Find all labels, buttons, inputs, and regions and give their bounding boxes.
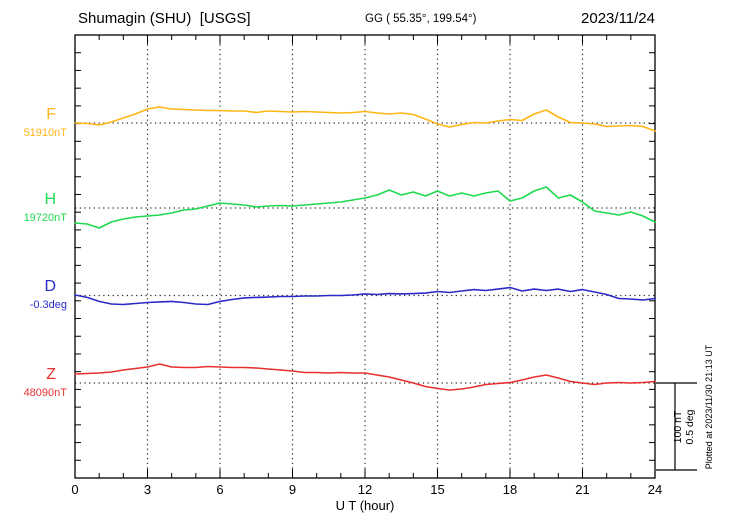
plot-date: 2023/11/24	[581, 10, 655, 27]
channel-z-labels: Z 48090nT	[0, 366, 70, 400]
x-tick-label: 24	[647, 482, 663, 497]
x-axis-title: U T (hour)	[335, 498, 395, 513]
x-tick-label: 21	[575, 482, 590, 497]
channel-d-letter: D	[44, 278, 56, 295]
channel-f-baseline-value: 51910nT	[23, 127, 67, 139]
channel-d-baseline-value: -0.3deg	[29, 299, 67, 311]
scale-bar-labels: 100 nT 0.5 deg	[672, 382, 696, 472]
x-tick-label: 6	[216, 482, 224, 497]
channel-f-letter: F	[46, 106, 56, 123]
geographic-coordinates: GG ( 55.35°, 199.54°)	[365, 13, 477, 25]
scale-bar-nt-label: 100 nT	[672, 410, 684, 444]
plotted-at-note: Plotted at 2023/11/30 21:13 UT	[704, 344, 714, 470]
channel-d-labels: D -0.3deg	[0, 278, 70, 312]
channel-h-labels: H 19720nT	[0, 191, 70, 225]
channel-h-letter: H	[44, 191, 56, 208]
scale-bar-deg-label: 0.5 deg	[684, 409, 696, 445]
x-tick-label: 18	[502, 482, 518, 497]
x-tick-label: 15	[430, 482, 445, 497]
station-title: Shumagin (SHU) [USGS]	[78, 10, 251, 27]
channel-z-baseline-value: 48090nT	[23, 387, 67, 399]
channel-h-baseline-value: 19720nT	[23, 212, 67, 224]
x-tick-label: 3	[143, 482, 152, 497]
channel-z-letter: Z	[46, 366, 56, 383]
x-tick-label: 12	[357, 482, 373, 497]
x-tick-label: 9	[288, 482, 297, 497]
channel-f-labels: F 51910nT	[0, 106, 70, 140]
x-tick-label: 0	[71, 482, 79, 497]
